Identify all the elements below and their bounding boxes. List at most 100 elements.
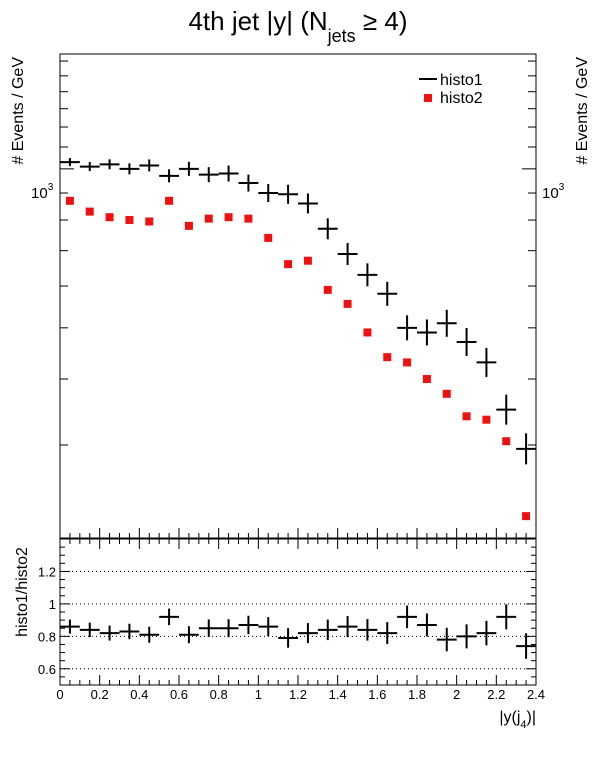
ratio-point [496, 604, 517, 630]
main-ytick-label-left: 103 [31, 182, 54, 202]
ratio-axis-ticks [59, 538, 537, 686]
ratio-point [99, 625, 120, 641]
histo1-point [60, 158, 80, 167]
histo2-point [224, 213, 233, 222]
ratio-point [516, 633, 536, 659]
ratio-xtick-label: 1.4 [329, 687, 347, 702]
ratio-point [119, 623, 140, 640]
main-data-layer [60, 158, 536, 521]
ratio-point [238, 615, 259, 635]
chart-title-sub: jets [327, 26, 356, 46]
main-ytick-exp: 3 [48, 182, 54, 193]
histo1-point [218, 165, 239, 182]
ratio-data-layer [60, 604, 536, 659]
histo2-point [165, 196, 174, 205]
ratio-xtick-label: 2 [453, 687, 460, 702]
histo1-point [496, 394, 517, 425]
histo2-point [303, 256, 312, 265]
ratio-ytick-label: 1.2 [38, 564, 56, 579]
histo2-point [264, 233, 273, 242]
ratio-grid [60, 570, 536, 670]
histo1-point [377, 281, 398, 306]
main-plot-frame [59, 53, 537, 539]
chart-title-main: 4th jet |y| (N [188, 6, 327, 36]
histo2-point [184, 221, 193, 230]
ratio-point [278, 628, 298, 648]
histo1-point [99, 159, 120, 170]
ratio-xtick-label: 0 [56, 687, 63, 702]
histo1-point [516, 433, 536, 465]
ratio-xtick-label: 1 [255, 687, 262, 702]
ratio-point [218, 619, 239, 638]
ratio-ytick-label: 0.8 [38, 629, 56, 644]
histo2-point [502, 437, 511, 446]
chart-title-tail: ≥ 4) [356, 6, 408, 36]
histo1-point [79, 162, 100, 172]
ratio-xlabel: |y(j4)| [499, 709, 536, 731]
histo1-point [278, 184, 298, 204]
histo1-point [238, 174, 259, 192]
ratio-xtick-label: 1.2 [289, 687, 307, 702]
legend-histo2-label: histo2 [440, 90, 483, 107]
histo2-point [442, 389, 451, 398]
histo1-point [476, 347, 497, 377]
ratio-point [79, 622, 100, 638]
histo2-point [403, 358, 412, 367]
ratio-xlabel-main: |y(j [499, 709, 520, 726]
ratio-point [159, 608, 179, 626]
main-ytick-exp-right: 3 [559, 182, 565, 193]
ratio-point [258, 617, 279, 637]
histo2-point [284, 260, 293, 269]
histo1-point [436, 309, 457, 337]
histo1-point [357, 263, 378, 287]
histo1-point [119, 163, 140, 175]
legend-histo1-label: histo1 [440, 72, 483, 89]
ratio-point [417, 613, 437, 637]
ratio-point [337, 616, 358, 638]
main-ylabel-right: # Events / GeV [574, 57, 591, 165]
histo1-point [159, 169, 179, 183]
ratio-xlabel-tail: )| [527, 709, 536, 726]
main-axis-ticks [59, 60, 537, 539]
main-ytick-base-right: 10 [542, 185, 559, 202]
ratio-point [436, 627, 457, 652]
histo1-point [337, 242, 358, 265]
histo2-point [482, 415, 491, 424]
ratio-point [456, 624, 477, 649]
histo2-point [204, 214, 213, 223]
histo2-point [522, 512, 531, 521]
ratio-point [179, 626, 199, 644]
ratio-point [298, 623, 318, 644]
ratio-ylabel: histo1/histo2 [14, 547, 31, 637]
histo2-point [145, 217, 154, 226]
histo2-point [363, 328, 372, 337]
histo2-point [65, 196, 74, 205]
ratio-point [317, 619, 338, 641]
ratio-xtick-label: 0.8 [210, 687, 228, 702]
legend-histo2-marker [424, 94, 432, 102]
histo2-point [383, 353, 392, 362]
ratio-xtick-label: 1.6 [368, 687, 386, 702]
ratio-xlabel-sub: 4 [520, 719, 526, 731]
ratio-point [476, 620, 497, 646]
ratio-xtick-label: 0.6 [170, 687, 188, 702]
histo1-point [258, 184, 279, 203]
ratio-point [377, 622, 398, 645]
ratio-ytick-label: 0.6 [38, 662, 56, 677]
ratio-plot-frame [59, 538, 537, 686]
histo2-point [85, 207, 94, 216]
histo1-point [139, 159, 160, 172]
histo2-point [343, 299, 352, 308]
ratio-xtick-label: 2.4 [527, 687, 545, 702]
ratio-ytick-label: 1 [49, 597, 56, 612]
histo2-point [105, 213, 114, 222]
histo2-point [462, 412, 471, 421]
histo1-point [417, 319, 437, 346]
ratio-point [198, 619, 219, 637]
ratio-point [139, 626, 160, 643]
main-ytick-label-right: 103 [542, 182, 565, 202]
ratio-xtick-label: 1.8 [408, 687, 426, 702]
ratio-point [357, 619, 378, 641]
main-ytick-base: 10 [31, 185, 48, 202]
